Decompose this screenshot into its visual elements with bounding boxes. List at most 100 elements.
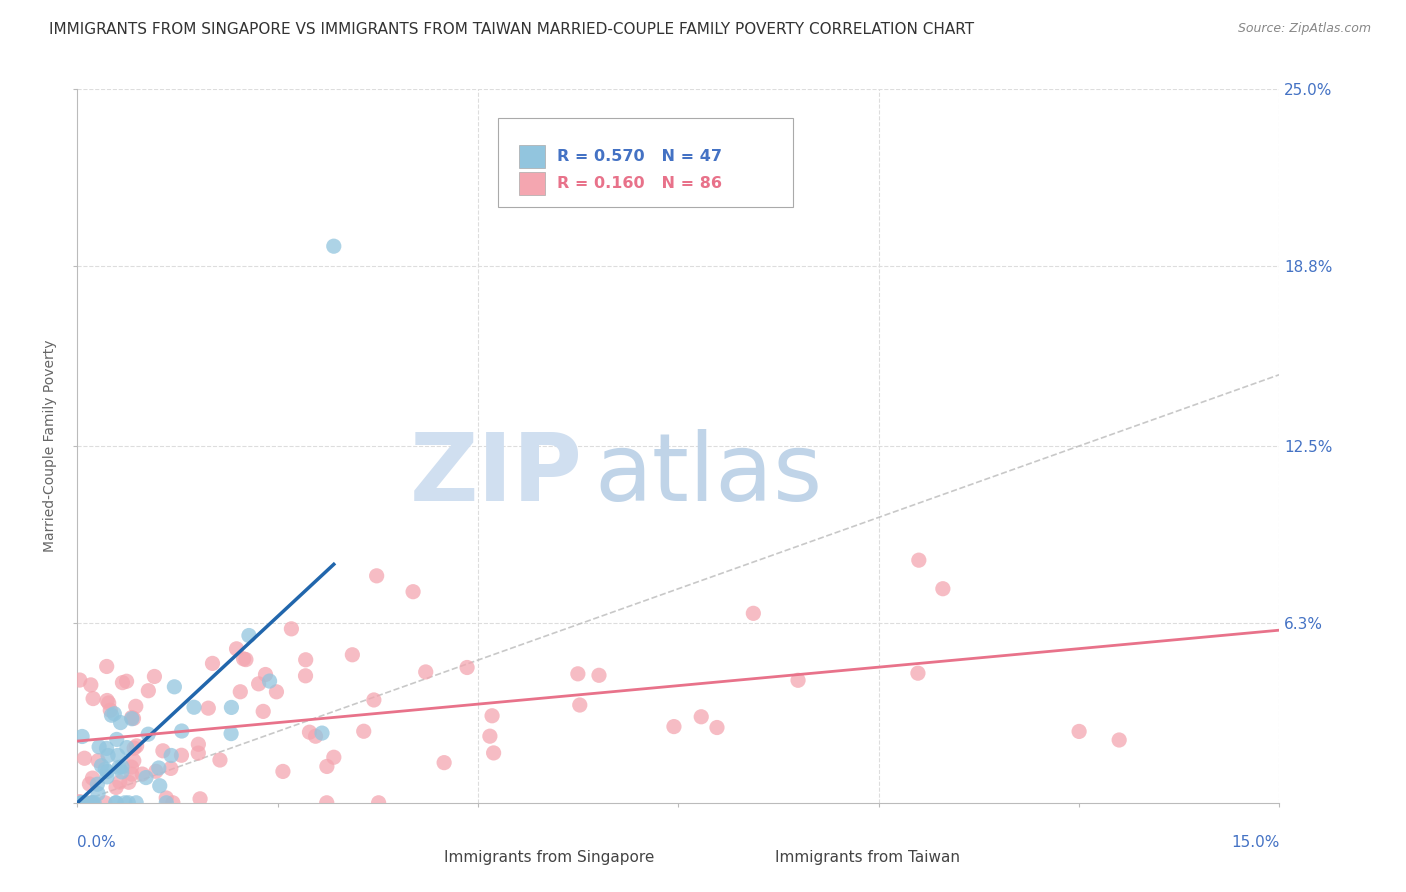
Point xyxy=(311,726,333,740)
Point xyxy=(72,796,94,810)
Point xyxy=(271,764,294,779)
Point xyxy=(87,754,110,768)
Point xyxy=(433,756,456,770)
Point xyxy=(125,699,148,714)
Point xyxy=(94,796,117,810)
Point xyxy=(121,767,143,781)
Point xyxy=(662,720,685,734)
Point xyxy=(80,796,103,810)
Point xyxy=(366,569,388,583)
Point xyxy=(363,693,385,707)
Point xyxy=(98,703,121,717)
Point xyxy=(252,705,274,719)
Point xyxy=(482,746,505,760)
Point xyxy=(76,796,98,810)
Point xyxy=(69,796,91,810)
Point xyxy=(219,726,242,740)
Point xyxy=(1069,724,1091,739)
Point xyxy=(238,628,260,642)
Point xyxy=(235,652,257,666)
Point xyxy=(87,787,110,801)
Point xyxy=(160,748,183,763)
Point xyxy=(304,729,326,743)
Point xyxy=(83,796,105,810)
Text: R = 0.160   N = 86: R = 0.160 N = 86 xyxy=(557,176,721,191)
Text: Immigrants from Singapore: Immigrants from Singapore xyxy=(444,850,654,865)
Point xyxy=(100,708,122,723)
Point xyxy=(152,744,174,758)
Point xyxy=(120,760,142,774)
Point xyxy=(148,761,170,775)
Point xyxy=(187,746,209,760)
Point xyxy=(82,771,104,785)
Point xyxy=(104,796,127,810)
Y-axis label: Married-Couple Family Poverty: Married-Couple Family Poverty xyxy=(44,340,58,552)
Point xyxy=(121,710,143,724)
Point xyxy=(108,760,131,774)
Text: atlas: atlas xyxy=(595,428,823,521)
Point xyxy=(79,777,101,791)
Point xyxy=(105,732,128,747)
Point xyxy=(342,648,364,662)
Point xyxy=(690,710,713,724)
Point xyxy=(122,711,145,725)
Point xyxy=(932,582,955,596)
Point xyxy=(86,777,108,791)
Point xyxy=(80,678,103,692)
Point xyxy=(415,665,437,679)
Point xyxy=(149,779,172,793)
Point xyxy=(70,796,93,810)
Point xyxy=(97,696,120,710)
Point xyxy=(322,750,344,764)
Point xyxy=(706,721,728,735)
Point xyxy=(367,796,389,810)
Bar xyxy=(720,847,766,869)
Point xyxy=(247,677,270,691)
Point xyxy=(908,553,931,567)
Point xyxy=(315,796,337,810)
Point xyxy=(70,796,93,810)
Point xyxy=(70,730,93,744)
Point xyxy=(145,764,167,779)
Point xyxy=(105,780,128,795)
Point xyxy=(170,724,193,739)
Point xyxy=(115,740,138,755)
Point xyxy=(163,680,186,694)
Point xyxy=(742,607,765,621)
Point xyxy=(259,674,281,689)
Point xyxy=(108,775,131,789)
Point xyxy=(122,741,145,756)
Point xyxy=(315,759,337,773)
Point xyxy=(107,748,129,763)
Point xyxy=(353,724,375,739)
Point xyxy=(136,727,159,741)
Point xyxy=(69,673,91,687)
Point xyxy=(159,761,181,775)
Point xyxy=(294,669,316,683)
Text: ZIP: ZIP xyxy=(409,428,582,521)
Point xyxy=(478,729,501,743)
Point xyxy=(96,741,118,756)
Point xyxy=(94,762,117,776)
Point xyxy=(96,764,118,779)
Point xyxy=(117,796,139,810)
Point xyxy=(232,652,254,666)
Point xyxy=(266,685,288,699)
Point xyxy=(103,706,125,721)
Point xyxy=(456,660,478,674)
Point xyxy=(298,725,321,739)
Point xyxy=(110,715,132,730)
Text: R = 0.570   N = 47: R = 0.570 N = 47 xyxy=(557,149,721,164)
Point xyxy=(73,796,96,810)
Point xyxy=(138,683,160,698)
Text: 15.0%: 15.0% xyxy=(1232,835,1279,850)
Point xyxy=(183,700,205,714)
Point xyxy=(162,796,184,810)
Point xyxy=(225,641,247,656)
Point xyxy=(96,659,118,673)
Bar xyxy=(389,847,436,869)
Point xyxy=(402,584,425,599)
Point xyxy=(111,760,134,774)
Point xyxy=(118,775,141,789)
Point xyxy=(187,737,209,751)
